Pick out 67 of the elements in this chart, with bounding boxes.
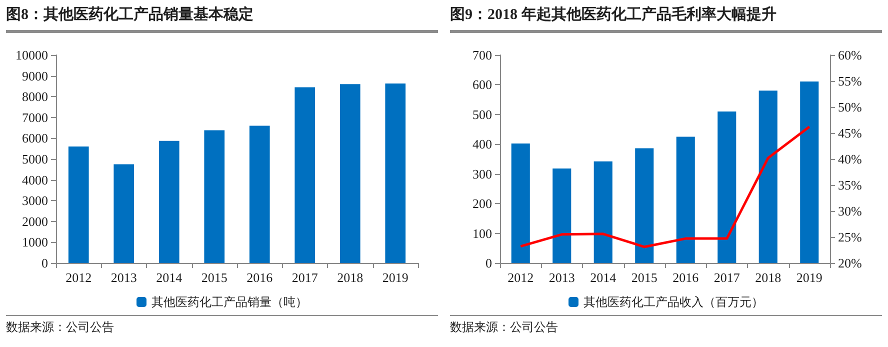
bar (676, 136, 695, 263)
bar (385, 83, 406, 263)
legend-label: 其他医药化工产品收入（百万元） (584, 295, 764, 309)
bar (800, 81, 819, 263)
y-tick-label: 600 (472, 77, 492, 92)
bar (635, 148, 654, 263)
x-tick-label: 2019 (796, 270, 822, 285)
y2-tick-label: 20% (838, 256, 862, 270)
y2-tick-label: 30% (838, 204, 862, 218)
y2-tick-label: 60% (838, 48, 862, 62)
chart-title: 图8：其他医药化工产品销量基本稳定 (6, 0, 438, 33)
y-tick-label: 9000 (22, 68, 48, 84)
y-tick-label: 500 (472, 106, 492, 122)
y-tick-label: 7000 (22, 110, 48, 125)
y2-tick-label: 50% (838, 100, 862, 114)
y-tick-label: 5000 (22, 152, 48, 166)
legend-label: 其他医药化工产品销量（吨） (152, 295, 308, 309)
y-tick-label: 8000 (22, 89, 48, 104)
y-tick-label: 300 (472, 166, 492, 182)
bar (249, 126, 270, 263)
y-tick-label: 1000 (22, 234, 48, 250)
bar (340, 84, 360, 263)
bar (204, 130, 225, 263)
y-tick-label: 3000 (22, 193, 48, 208)
bar (158, 140, 180, 263)
x-tick-label: 2015 (201, 270, 228, 285)
x-tick-label: 2016 (246, 270, 274, 285)
x-tick-label: 2013 (548, 270, 575, 285)
x-tick-label: 2014 (590, 270, 617, 285)
y-tick-label: 700 (472, 48, 492, 62)
bar (594, 161, 612, 263)
bar (552, 168, 572, 263)
x-tick-label: 2017 (292, 270, 318, 285)
y2-tick-label: 35% (838, 178, 862, 192)
x-tick-label: 2013 (110, 270, 137, 285)
y-tick-label: 10000 (16, 48, 48, 62)
source-note: 数据来源：公司公告 (450, 315, 882, 342)
y2-tick-label: 45% (838, 126, 862, 140)
y2-tick-label: 55% (838, 74, 862, 88)
y-tick-label: 2000 (22, 214, 48, 229)
x-tick-label: 2018 (755, 270, 782, 285)
x-tick-label: 2012 (66, 270, 92, 285)
line-series (519, 126, 811, 248)
x-tick-label: 2016 (672, 270, 700, 285)
bar (758, 90, 778, 263)
y-tick-label: 0 (42, 256, 48, 270)
y2-tick-label: 40% (838, 152, 862, 166)
y-tick-label: 400 (472, 136, 492, 152)
bar (718, 111, 736, 263)
bar (294, 87, 316, 263)
y2-tick-label: 25% (838, 230, 862, 244)
x-tick-label: 2018 (337, 270, 364, 285)
bar (511, 144, 530, 263)
y-tick-label: 0 (486, 256, 492, 270)
source-note: 数据来源：公司公告 (6, 315, 438, 342)
y-tick-label: 6000 (22, 130, 48, 146)
y-tick-label: 100 (472, 226, 492, 241)
x-tick-label: 2019 (382, 270, 408, 285)
y-tick-label: 4000 (22, 172, 48, 188)
bar (68, 146, 89, 263)
x-tick-label: 2012 (508, 270, 534, 285)
x-tick-label: 2014 (156, 270, 183, 285)
y-tick-label: 200 (472, 196, 492, 212)
x-tick-label: 2015 (631, 270, 658, 285)
chart-title: 图9：2018 年起其他医药化工产品毛利率大幅提升 (450, 0, 882, 33)
x-tick-label: 2017 (714, 270, 740, 285)
bar (114, 164, 134, 263)
